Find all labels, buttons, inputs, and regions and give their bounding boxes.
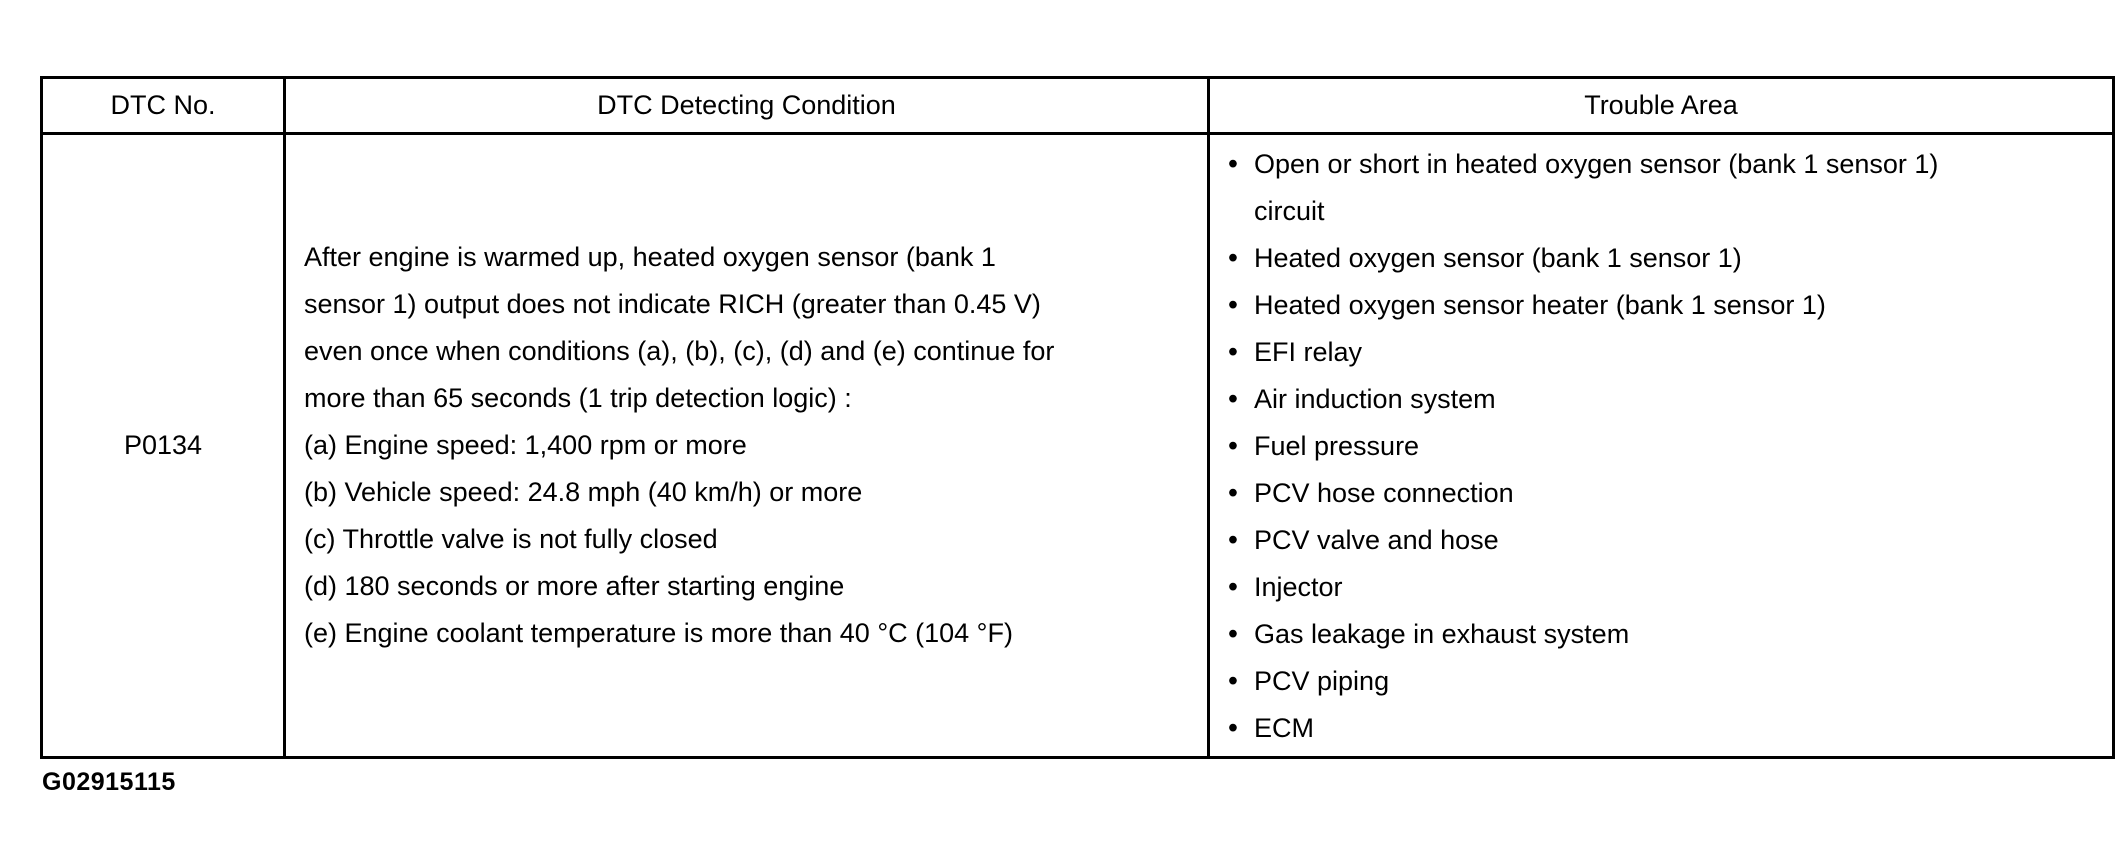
- trouble-area-item: Air induction system: [1226, 376, 1991, 423]
- trouble-area-list: Open or short in heated oxygen sensor (b…: [1226, 141, 1991, 752]
- condition-item: (d) 180 seconds or more after starting e…: [304, 571, 845, 601]
- figure-code: G02915115: [42, 768, 176, 796]
- condition-intro: After engine is warmed up, heated oxygen…: [304, 234, 1189, 422]
- table-row: P0134 After engine is warmed up, heated …: [40, 132, 2115, 759]
- condition-item: (b) Vehicle speed: 24.8 mph (40 km/h) or…: [304, 477, 863, 507]
- header-detecting-condition: DTC Detecting Condition: [283, 76, 1210, 135]
- trouble-area-item: PCV hose connection: [1226, 470, 1991, 517]
- trouble-area-item: Fuel pressure: [1226, 423, 1991, 470]
- condition-item: (e) Engine coolant temperature is more t…: [304, 618, 1013, 648]
- trouble-area-item: Heated oxygen sensor (bank 1 sensor 1): [1226, 235, 1991, 282]
- table-header-row: DTC No. DTC Detecting Condition Trouble …: [40, 76, 2115, 135]
- condition-intro-line: sensor 1) output does not indicate RICH …: [304, 289, 1041, 319]
- trouble-area-item: Injector: [1226, 564, 1991, 611]
- trouble-area-item: Heated oxygen sensor heater (bank 1 sens…: [1226, 282, 1991, 329]
- condition-list: (a) Engine speed: 1,400 rpm or more (b) …: [304, 422, 1189, 657]
- detecting-condition-cell: After engine is warmed up, heated oxygen…: [283, 132, 1210, 759]
- trouble-area-item: ECM: [1226, 705, 1991, 752]
- condition-intro-line: more than 65 seconds (1 trip detection l…: [304, 383, 852, 413]
- condition-item: (c) Throttle valve is not fully closed: [304, 524, 718, 554]
- header-trouble-area: Trouble Area: [1207, 76, 2115, 135]
- dtc-number-cell: P0134: [40, 132, 286, 759]
- trouble-area-item: PCV valve and hose: [1226, 517, 1991, 564]
- condition-intro-line: even once when conditions (a), (b), (c),…: [304, 336, 1055, 366]
- condition-intro-line: After engine is warmed up, heated oxygen…: [304, 242, 996, 272]
- trouble-area-item: PCV piping: [1226, 658, 1991, 705]
- trouble-area-item: Gas leakage in exhaust system: [1226, 611, 1991, 658]
- header-dtc-no: DTC No.: [40, 76, 286, 135]
- trouble-area-item: EFI relay: [1226, 329, 1991, 376]
- dtc-table: DTC No. DTC Detecting Condition Trouble …: [40, 76, 2115, 759]
- condition-item: (a) Engine speed: 1,400 rpm or more: [304, 430, 747, 460]
- trouble-area-cell: Open or short in heated oxygen sensor (b…: [1207, 132, 2115, 759]
- trouble-area-item: Open or short in heated oxygen sensor (b…: [1226, 141, 1991, 235]
